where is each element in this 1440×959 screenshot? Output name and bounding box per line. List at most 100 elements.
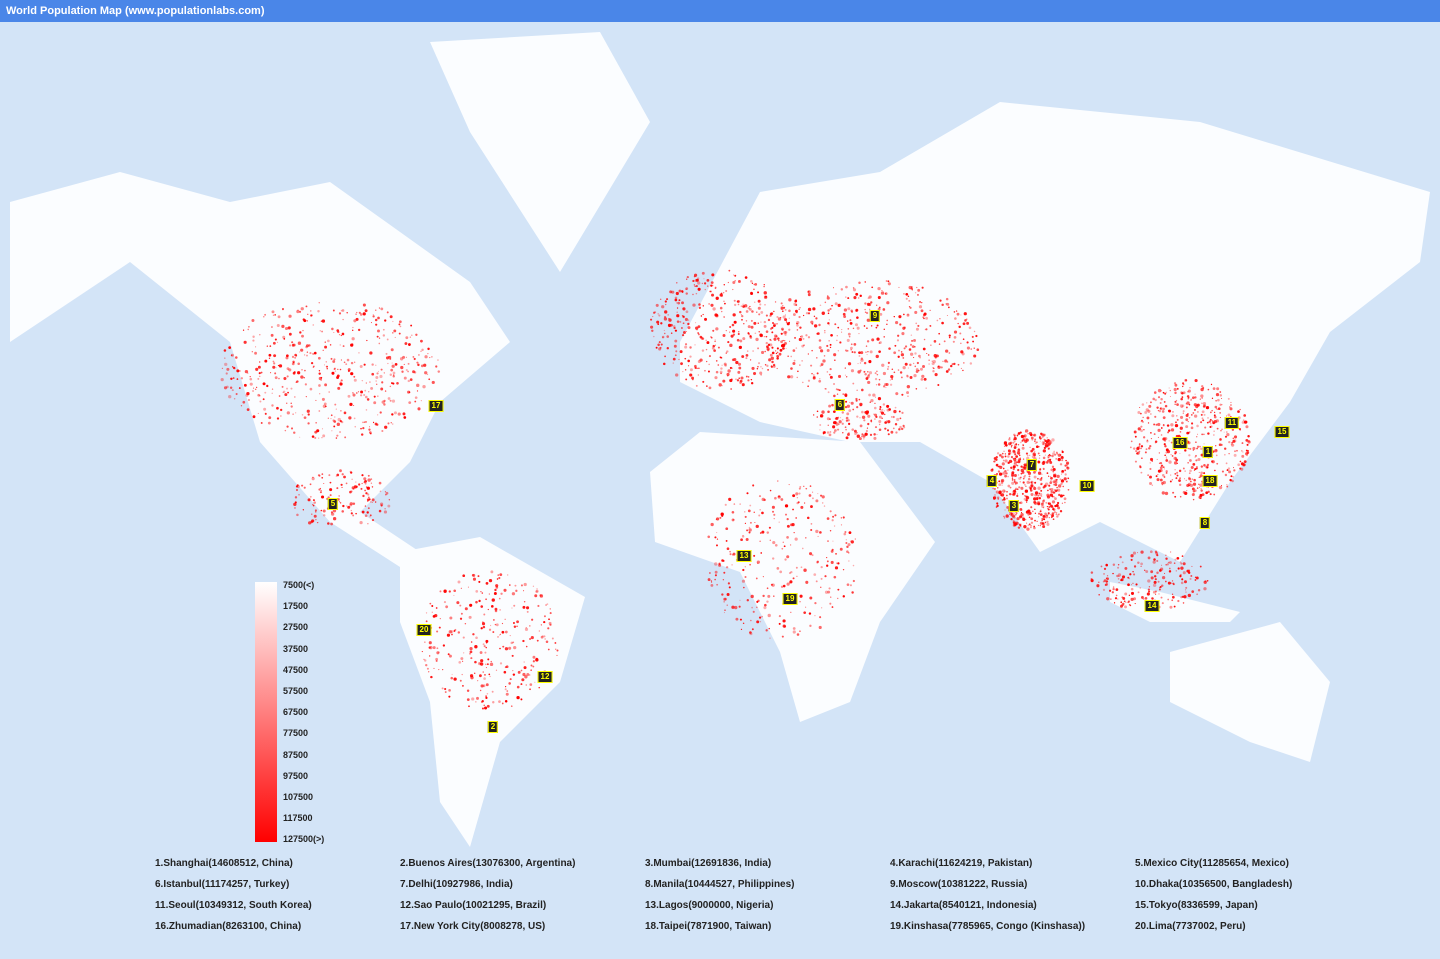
city-marker[interactable]: 9 (869, 310, 881, 322)
population-dot (917, 288, 921, 292)
population-dot (707, 578, 711, 582)
population-dot (321, 397, 325, 401)
population-dot (481, 700, 484, 703)
population-dot (1057, 457, 1061, 462)
population-dot (1025, 499, 1028, 502)
city-marker[interactable]: 2 (487, 721, 499, 733)
population-dot (325, 361, 327, 363)
population-dot (760, 310, 764, 314)
population-dot (272, 365, 276, 369)
population-dot (1200, 489, 1203, 492)
population-dot (276, 324, 280, 328)
population-dot (378, 481, 382, 485)
population-dot (221, 367, 224, 370)
population-dot (315, 422, 317, 424)
population-dot (938, 343, 941, 345)
population-dot (482, 684, 486, 688)
population-dot (1156, 559, 1159, 563)
city-marker[interactable]: 3 (1008, 500, 1020, 512)
city-marker[interactable]: 18 (1202, 475, 1218, 487)
population-dot (317, 474, 320, 477)
population-dot (920, 378, 924, 381)
population-dot (719, 370, 723, 374)
population-dot (766, 345, 769, 349)
population-dot (1136, 452, 1139, 455)
population-dot (995, 463, 999, 467)
population-dot (1176, 403, 1179, 407)
population-dot (834, 514, 837, 517)
city-marker[interactable]: 6 (834, 399, 846, 411)
population-dot (744, 276, 748, 279)
city-marker[interactable]: 5 (327, 498, 339, 510)
population-dot (1201, 397, 1203, 399)
city-marker[interactable]: 13 (736, 550, 752, 562)
population-dot (834, 359, 836, 361)
population-dot (826, 431, 830, 434)
population-dot (485, 683, 489, 687)
population-dot (738, 377, 740, 379)
population-dot (828, 587, 831, 590)
population-dot (684, 317, 688, 321)
city-marker[interactable]: 17 (428, 400, 444, 412)
city-marker[interactable]: 15 (1274, 426, 1290, 438)
population-dot (928, 363, 930, 365)
city-marker[interactable]: 20 (416, 624, 432, 636)
population-dot (1216, 408, 1218, 410)
population-dot (914, 365, 917, 368)
city-marker[interactable]: 16 (1172, 437, 1188, 449)
population-dot (1153, 391, 1157, 394)
population-dot (1186, 484, 1190, 488)
population-dot (1179, 575, 1182, 578)
population-dot (1173, 461, 1178, 465)
population-dot (1183, 478, 1186, 480)
population-dot (837, 388, 840, 391)
city-marker[interactable]: 4 (986, 475, 998, 487)
population-dot (807, 353, 809, 355)
population-dot (368, 391, 370, 393)
population-dot (442, 668, 444, 671)
population-dot (306, 351, 309, 353)
city-marker[interactable]: 19 (782, 593, 798, 605)
population-dot (523, 582, 527, 587)
city-marker[interactable]: 1 (1202, 446, 1214, 458)
city-marker[interactable]: 7 (1026, 459, 1038, 471)
city-marker[interactable]: 8 (1199, 517, 1211, 529)
population-dot (729, 343, 733, 348)
population-dot (510, 641, 514, 645)
population-dot (697, 281, 701, 285)
population-dot (1230, 475, 1233, 478)
population-dot (827, 309, 830, 312)
population-dot (805, 312, 809, 315)
population-dot (1243, 414, 1247, 417)
city-marker[interactable]: 11 (1224, 417, 1240, 429)
population-dot (453, 630, 456, 632)
city-marker[interactable]: 10 (1079, 480, 1095, 492)
population-dot (848, 409, 852, 413)
population-dot (339, 502, 342, 504)
city-marker[interactable]: 12 (537, 671, 553, 683)
population-dot (444, 687, 447, 691)
population-dot (1147, 579, 1151, 583)
population-dot (883, 413, 886, 416)
population-dot (1206, 463, 1210, 467)
population-dot (887, 433, 890, 436)
population-dot (1180, 581, 1184, 585)
population-dot (1233, 439, 1237, 443)
population-dot (295, 381, 298, 384)
population-dot (915, 388, 918, 390)
population-dot (1105, 563, 1108, 567)
city-marker[interactable]: 14 (1144, 600, 1160, 612)
population-dot (826, 560, 829, 563)
population-dot (306, 354, 308, 357)
population-dot (537, 604, 540, 608)
population-dot (1134, 603, 1136, 605)
population-dot (704, 288, 706, 291)
population-dot (831, 304, 833, 307)
population-dot (319, 487, 322, 490)
population-dot (1216, 387, 1220, 391)
population-dot (385, 491, 389, 495)
population-dot (1229, 406, 1231, 408)
population-dot (392, 371, 396, 375)
world-map[interactable] (0, 22, 1440, 959)
population-dot (1174, 391, 1177, 395)
